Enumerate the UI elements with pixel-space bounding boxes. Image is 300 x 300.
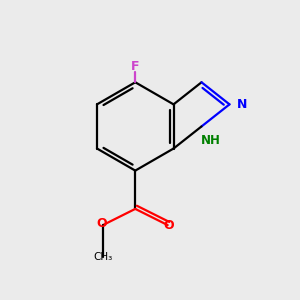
Text: N: N	[237, 98, 247, 111]
Text: O: O	[164, 219, 175, 232]
Text: F: F	[131, 60, 140, 73]
Text: NH: NH	[201, 134, 221, 147]
Text: O: O	[97, 217, 107, 230]
Text: CH₃: CH₃	[93, 253, 112, 262]
